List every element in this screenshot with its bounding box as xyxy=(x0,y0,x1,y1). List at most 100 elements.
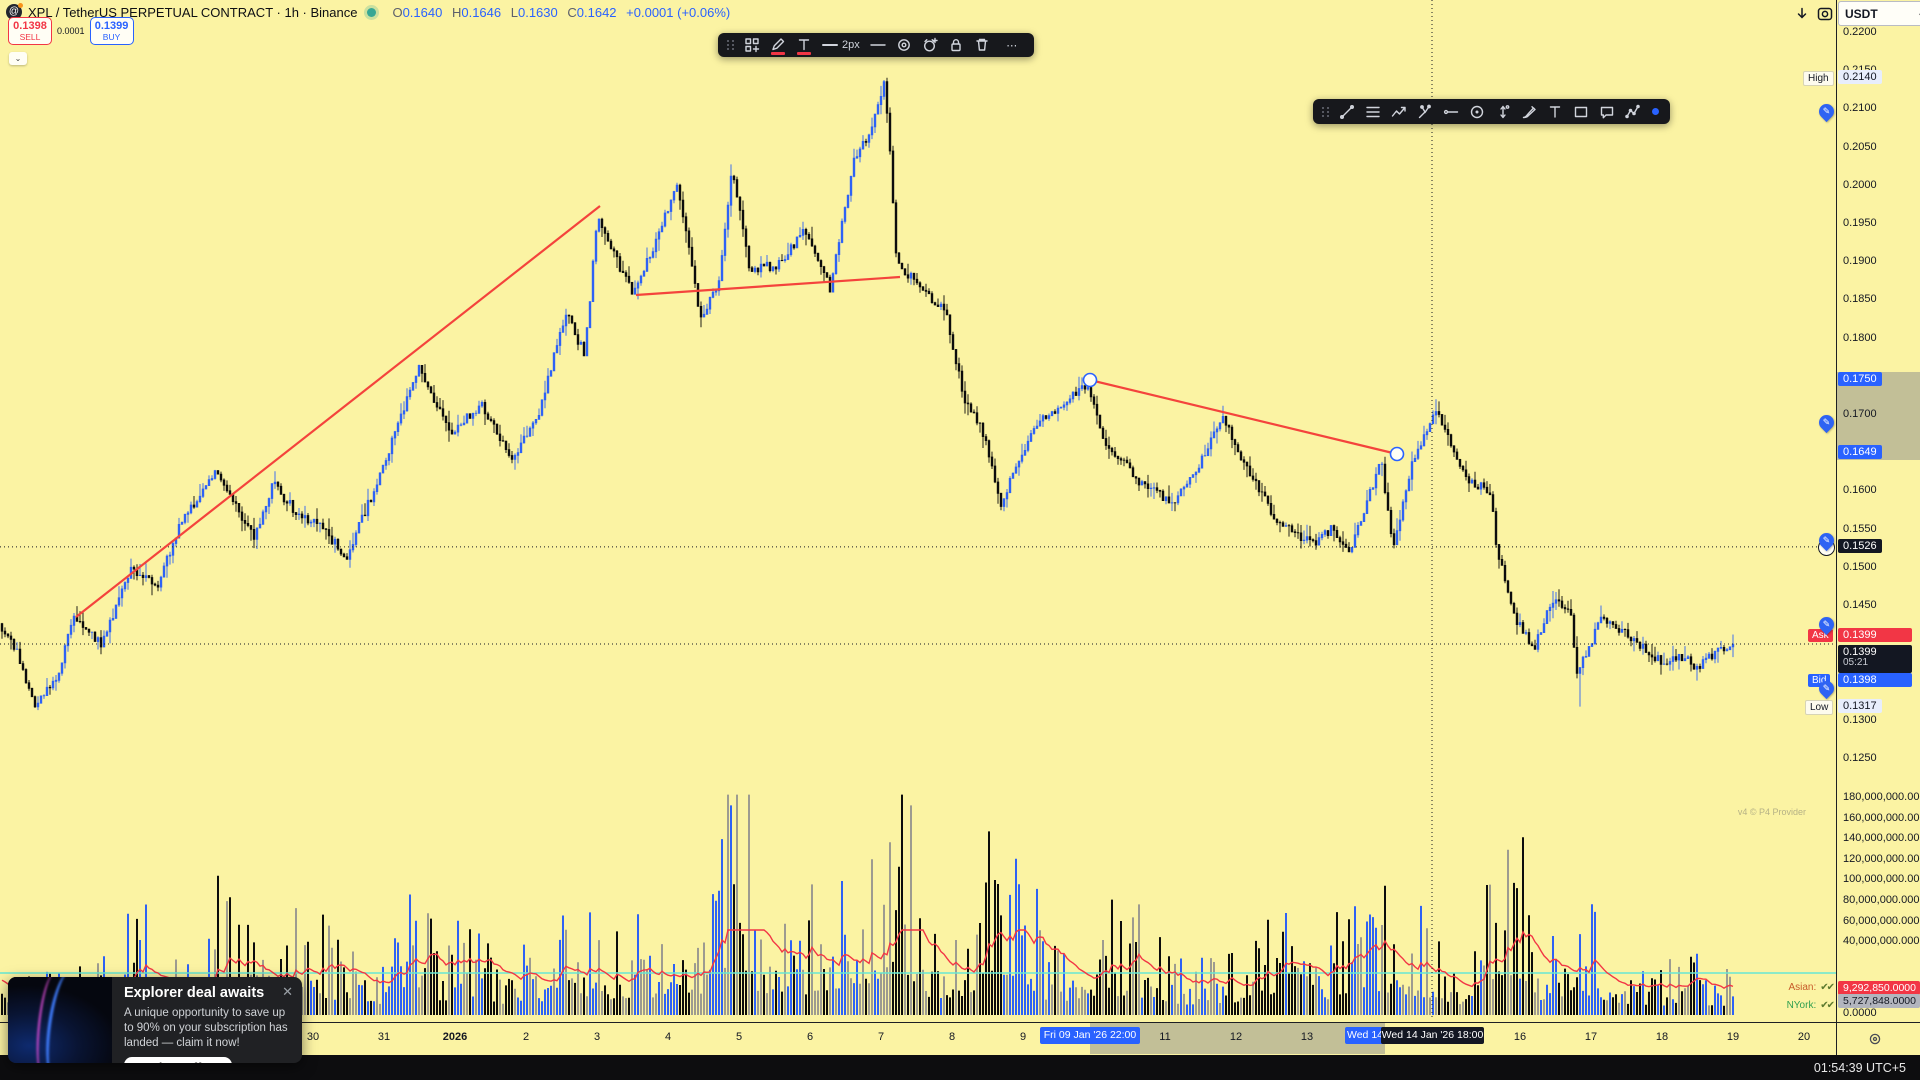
time-tick: 5 xyxy=(735,1031,743,1043)
open-label: O xyxy=(392,4,403,20)
low-tag: Low xyxy=(1805,700,1834,715)
pitchfork-icon[interactable] xyxy=(1413,101,1437,123)
close-icon[interactable]: ✕ xyxy=(282,984,293,999)
close-label: C xyxy=(567,4,577,20)
price-tick: 0.1300 xyxy=(1843,713,1877,726)
style-template-icon[interactable] xyxy=(740,34,764,56)
time-tick: 17 xyxy=(1584,1031,1598,1043)
price-tick: 0.2000 xyxy=(1843,178,1877,191)
drawing-pin-icon[interactable]: ✎ xyxy=(1815,677,1838,700)
text-icon[interactable] xyxy=(1543,101,1567,123)
high-tag: High xyxy=(1803,71,1834,86)
price-tick: 0.1550 xyxy=(1843,522,1877,535)
time-tick: 2026 xyxy=(442,1031,468,1043)
time-tick: 18 xyxy=(1655,1031,1669,1043)
add-alert-icon[interactable] xyxy=(918,34,942,56)
drag-handle-icon[interactable] xyxy=(724,40,738,50)
trade-widget: 0.1398 SELL 0.0001 0.1399 BUY xyxy=(8,17,134,45)
axis-border xyxy=(0,1022,1920,1023)
time-tick: 19 xyxy=(1726,1031,1740,1043)
spread-value: 0.0001 xyxy=(57,26,85,36)
screenshot-icon[interactable] xyxy=(1814,4,1836,24)
settings-icon[interactable] xyxy=(892,34,916,56)
time-tick: 9 xyxy=(1019,1031,1027,1043)
drawing-pin-icon[interactable]: ✎ xyxy=(1815,100,1838,123)
time-tick: 12 xyxy=(1229,1031,1243,1043)
drawing-edit-toolbar: 2px ⋯ xyxy=(718,33,1034,57)
volume-ma-label: 5,727,848.0000 xyxy=(1838,994,1920,1008)
crosshair-time-label: Wed 14 Jan '26 18:00 xyxy=(1381,1027,1484,1044)
line-style-selector[interactable] xyxy=(866,34,890,56)
price-tick: 0.2050 xyxy=(1843,140,1877,153)
market-status-icon[interactable] xyxy=(367,7,377,17)
more-options-icon[interactable]: ⋯ xyxy=(1006,39,1018,52)
active-tool-dot-icon xyxy=(1652,108,1659,115)
status-bar: 01:54:39 UTC+5 xyxy=(0,1055,1920,1080)
low-label: L xyxy=(510,4,518,20)
volume-tick: 140,000,000.0000 xyxy=(1843,832,1920,845)
price-tick: 0.1950 xyxy=(1843,217,1877,229)
delete-icon[interactable] xyxy=(970,34,994,56)
bid-price-label: 0.1398 xyxy=(1838,673,1912,687)
circle-icon[interactable] xyxy=(1465,101,1489,123)
currency-select[interactable]: USDT⌄ xyxy=(1838,1,1920,26)
drag-handle-icon[interactable] xyxy=(1319,106,1333,117)
time-tick: 8 xyxy=(948,1031,956,1043)
callout-icon[interactable] xyxy=(1595,101,1619,123)
axis-settings-gear-icon[interactable] xyxy=(1866,1030,1886,1048)
session-asian: Asian: ✔✔ xyxy=(1788,982,1835,993)
time-tick: 30 xyxy=(306,1031,320,1043)
price-tick: 0.2200 xyxy=(1843,26,1877,38)
check-icon: ✔✔ xyxy=(1820,982,1835,993)
rectangle-icon[interactable] xyxy=(1569,101,1593,123)
explore-offers-button[interactable]: Explore offers xyxy=(124,1057,233,1063)
time-tick: 16 xyxy=(1513,1031,1527,1043)
check-icon: ✔✔ xyxy=(1820,1000,1835,1011)
chevron-down-icon: ⌄ xyxy=(1917,8,1920,19)
price-tick: 0.1600 xyxy=(1843,484,1877,497)
price-tick: 0.1800 xyxy=(1843,331,1877,344)
drawing-pin-icon[interactable]: ✎ xyxy=(1815,411,1838,434)
drawing-pin-icon[interactable]: ✎ xyxy=(1815,613,1838,636)
line-color-pencil-icon[interactable] xyxy=(766,34,790,56)
time-tick: 11 xyxy=(1159,1031,1171,1043)
drawing-pin-icon[interactable]: ✎ xyxy=(1815,529,1838,552)
time-tick: 6 xyxy=(806,1031,814,1043)
volume-zero-tick: 0.0000 xyxy=(1843,1007,1877,1019)
price-tick: 0.1450 xyxy=(1843,599,1877,611)
close-value: 0.1642 xyxy=(576,4,617,20)
drawing-top-price-label: 0.1750 xyxy=(1838,372,1882,386)
volume-tick: 160,000,000.0000 xyxy=(1843,811,1920,824)
time-tick: 20 xyxy=(1797,1031,1811,1043)
drawing-end-time-label: Wed 14 xyxy=(1345,1027,1385,1044)
open-value: 0.1640 xyxy=(402,4,443,20)
fib-retracement-icon[interactable] xyxy=(1361,101,1385,123)
collapse-trade-panel-button[interactable]: ⌄ xyxy=(9,52,27,65)
drawing-bottom-price-label: 0.1649 xyxy=(1838,445,1882,459)
ohlc-values: O0.1640 H0.1646 L0.1630 C0.1642 +0.0001 … xyxy=(386,5,730,20)
clock[interactable]: 01:54:39 UTC+5 xyxy=(1813,1060,1906,1075)
chart-canvas[interactable] xyxy=(0,0,1836,1022)
trend-line-icon[interactable] xyxy=(1335,101,1359,123)
chart-legend: @ XPL / TetherUS PERPETUAL CONTRACT · 1h… xyxy=(6,3,730,21)
brush-icon[interactable] xyxy=(1517,101,1541,123)
price-range-icon[interactable] xyxy=(1491,101,1515,123)
scroll-to-realtime-icon[interactable] xyxy=(1791,4,1813,24)
text-color-icon[interactable] xyxy=(792,34,816,56)
trend-based-fib-icon[interactable] xyxy=(1387,101,1411,123)
symbol-title[interactable]: XPL / TetherUS PERPETUAL CONTRACT · 1h ·… xyxy=(28,4,358,20)
horizontal-ray-icon[interactable] xyxy=(1439,101,1463,123)
price-tick: 0.1500 xyxy=(1843,560,1877,573)
symbol-logo-icon: @ xyxy=(6,3,23,20)
buy-button[interactable]: 0.1399 BUY xyxy=(89,17,134,45)
time-tick: 4 xyxy=(664,1031,672,1043)
price-tick: 0.1250 xyxy=(1843,751,1877,764)
lock-icon[interactable] xyxy=(944,34,968,56)
line-width-selector[interactable]: 2px xyxy=(822,39,860,51)
sell-button[interactable]: 0.1398 SELL xyxy=(8,17,52,45)
path-icon[interactable] xyxy=(1621,101,1645,123)
indicator-watermark: v4 © P4 Provider xyxy=(1737,807,1806,817)
low-price-label: 0.1317 xyxy=(1838,699,1882,713)
volume-tick: 180,000,000.0000 xyxy=(1843,791,1920,803)
